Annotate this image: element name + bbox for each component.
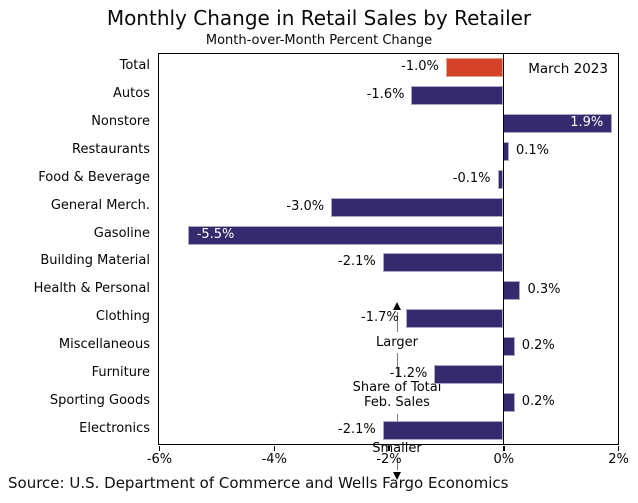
bar [382, 253, 504, 273]
category-label: Autos [113, 86, 150, 102]
bar [503, 392, 515, 412]
x-axis-tick-label: -6% [146, 452, 173, 467]
value-label: 0.1% [515, 143, 550, 158]
category-label: Gasoline [93, 225, 150, 241]
value-label: -1.6% [366, 87, 405, 103]
bar [503, 142, 509, 161]
value-label: -1.0% [401, 59, 439, 75]
annotation-larger-label: Larger [376, 335, 418, 350]
chart-title: Monthly Change in Retail Sales by Retail… [106, 6, 532, 30]
category-label: Electronics [79, 420, 150, 436]
arrow-up-icon [393, 302, 401, 310]
arrow-down-icon [393, 472, 401, 480]
value-label: -0.1% [452, 170, 491, 186]
plot-area: March 2023 Larger Share of Total Feb. Sa… [158, 53, 619, 480]
x-axis-tick [617, 446, 620, 451]
bar [434, 364, 504, 384]
annotation-share-line1: Share of Total [352, 380, 442, 395]
bar [331, 197, 504, 217]
x-axis-tick-label: -2% [376, 452, 402, 467]
arrow-stem [396, 312, 398, 332]
annotation-smaller-label: Smaller [372, 441, 422, 456]
value-label: -1.7% [361, 310, 399, 326]
category-label: Health & Personal [33, 281, 150, 297]
category-label: Nonstore [91, 114, 150, 130]
value-label: -1.2% [389, 365, 428, 381]
category-label: Restaurants [72, 142, 150, 157]
chart-subtitle: Month-over-Month Percent Change [205, 33, 433, 48]
annotation-share-line2: Feb. Sales [364, 395, 430, 410]
arrow-stem [396, 459, 398, 470]
share-size-annotation: Larger Share of Total Feb. Sales Smaller [324, 302, 470, 487]
x-axis-tick [503, 446, 505, 451]
value-label: -2.1% [338, 421, 376, 437]
x-axis-tick-label: 0% [493, 452, 515, 467]
bar [187, 225, 504, 245]
category-label: Sporting Goods [49, 392, 150, 408]
value-label: 1.9% [570, 115, 604, 131]
value-label: 0.2% [521, 393, 555, 409]
bar [411, 86, 504, 106]
x-axis-tick [388, 446, 390, 451]
annotation-share-label: Share of Total Feb. Sales [353, 380, 442, 410]
category-label: Building Material [40, 253, 150, 269]
category-label: Clothing [95, 309, 150, 325]
value-label: -5.5% [196, 226, 235, 242]
x-axis-tick [158, 446, 161, 451]
bar [405, 309, 504, 329]
value-label: -2.1% [338, 254, 376, 270]
value-label: -3.0% [286, 198, 325, 214]
bar [382, 420, 504, 440]
category-label: Total [119, 58, 150, 74]
bar [503, 337, 515, 356]
category-label: Miscellaneous [58, 337, 150, 352]
x-axis-tick [273, 446, 275, 451]
value-label: 0.3% [527, 282, 561, 298]
category-label: General Merch. [50, 197, 150, 213]
zero-axis-line [502, 54, 504, 444]
category-label: Furniture [91, 364, 150, 380]
bar [503, 281, 521, 301]
category-label: Food & Beverage [38, 169, 150, 185]
source-note: Source: U.S. Department of Commerce and … [8, 474, 509, 492]
x-axis-tick-label: 2% [608, 452, 629, 467]
date-label: March 2023 [528, 61, 608, 77]
arrow-stem [396, 353, 398, 377]
x-axis-tick-label: -4% [261, 452, 287, 467]
value-label: 0.2% [521, 338, 555, 353]
bar [445, 58, 504, 78]
